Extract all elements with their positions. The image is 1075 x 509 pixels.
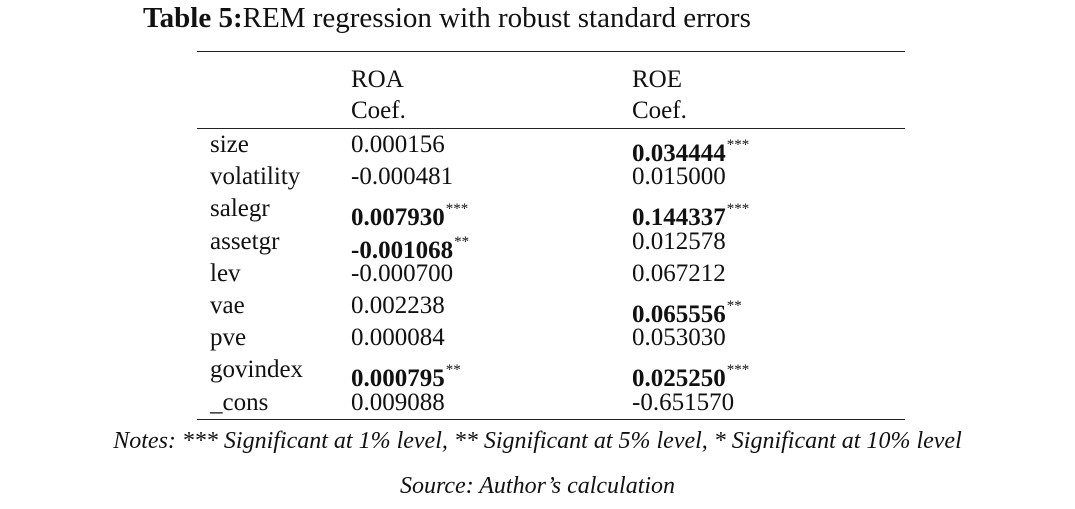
significance-stars: *** <box>445 201 469 218</box>
roa-coef-value: -0.000700 <box>351 259 454 287</box>
table-title: Table 5:REM regression with robust stand… <box>143 2 751 35</box>
roa-coef-cell: 0.002238 <box>351 290 445 322</box>
roa-coef-cell: 0.009088 <box>351 387 445 419</box>
roa-coef-value: -0.001068 <box>351 236 454 264</box>
roe-coef-cell: 0.034444*** <box>632 129 749 170</box>
variable-name: size <box>210 131 249 158</box>
header-roe: ROE <box>632 66 682 93</box>
regression-table: ROA Coef. ROE Coef. size 0.000156 0.034444… <box>197 51 905 420</box>
roe-coef-value: 0.067212 <box>632 259 726 287</box>
roa-coef-value: 0.007930 <box>351 204 445 232</box>
significance-stars: ** <box>445 362 461 379</box>
roe-coef-cell: 0.067212 <box>632 258 726 290</box>
roe-coef-value: 0.034444 <box>632 140 726 167</box>
table-row: pve 0.000084 0.053030 <box>197 322 905 354</box>
table-notes: Notes: *** Significant at 1% level, ** S… <box>113 428 962 454</box>
roe-coef-value: 0.144337 <box>632 204 726 232</box>
table-caption: REM regression with robust standard erro… <box>242 2 751 34</box>
roe-coef-cell: 0.065556** <box>632 290 742 331</box>
variable-name: assetgr <box>210 227 280 255</box>
roa-coef-cell: 0.000084 <box>351 322 445 354</box>
significance-stars: *** <box>726 201 750 218</box>
variable-name: lev <box>210 259 241 287</box>
table-body: size 0.000156 0.034444*** volatility -0.0004… <box>197 129 905 419</box>
variable-name: pve <box>210 324 247 352</box>
roa-coef-value: 0.009088 <box>351 388 445 416</box>
roe-coef-value: 0.053030 <box>632 324 726 352</box>
roa-coef-value: -0.000481 <box>351 163 454 191</box>
significance-stars: *** <box>726 137 750 153</box>
roe-coef-value: -0.651570 <box>632 388 735 416</box>
roa-coef-cell: 0.007930*** <box>351 193 468 234</box>
roa-coef-value: 0.000156 <box>351 131 445 158</box>
roe-coef-value: 0.012578 <box>632 227 726 255</box>
roa-coef-value: 0.002238 <box>351 291 445 319</box>
roe-coef-cell: 0.025250*** <box>632 354 749 395</box>
header-roe-coef: Coef. <box>632 97 687 124</box>
table-row: lev -0.000700 0.067212 <box>197 258 905 290</box>
table-header: ROA Coef. ROE Coef. <box>197 52 905 129</box>
table-row: salegr 0.007930*** 0.144337*** <box>197 193 905 231</box>
variable-name: govindex <box>210 356 304 384</box>
roa-coef-value: 0.000084 <box>351 324 445 352</box>
table-row: assetgr -0.001068** 0.012578 <box>197 226 905 264</box>
table-row: vae 0.002238 0.065556** <box>197 290 905 328</box>
roe-coef-cell: 0.015000 <box>632 161 726 193</box>
table-row: govindex 0.000795** 0.025250*** <box>197 354 905 392</box>
table-label: Table 5: <box>143 2 243 34</box>
header-roa-coef: Coef. <box>351 97 406 124</box>
roa-coef-cell: -0.000481 <box>351 161 453 193</box>
significance-stars: ** <box>726 297 742 314</box>
variable-name: vae <box>210 291 245 319</box>
roe-coef-value: 0.025250 <box>632 365 726 393</box>
roa-coef-cell: -0.000700 <box>351 258 453 290</box>
roa-coef-cell: -0.001068** <box>351 226 469 267</box>
header-roa: ROA <box>351 66 404 93</box>
roa-coef-value: 0.000795 <box>351 365 445 393</box>
roe-coef-cell: 0.144337*** <box>632 193 749 234</box>
table-row: size 0.000156 0.034444*** <box>197 129 905 167</box>
table-row: _cons 0.009088 -0.651570 <box>197 387 905 419</box>
table-row: volatility -0.000481 0.015000 <box>197 161 905 193</box>
variable-name: volatility <box>210 163 301 191</box>
table-source: Source: Author’s calculation <box>399 473 676 499</box>
roe-coef-value: 0.065556 <box>632 300 726 328</box>
roe-coef-value: 0.015000 <box>632 163 726 191</box>
significance-stars: *** <box>726 362 750 379</box>
roe-coef-cell: 0.053030 <box>632 322 726 354</box>
roa-coef-cell: 0.000795** <box>351 354 461 395</box>
roe-coef-cell: -0.651570 <box>632 387 734 419</box>
roe-coef-cell: 0.012578 <box>632 226 726 258</box>
significance-stars: ** <box>454 233 470 250</box>
variable-name: salegr <box>210 195 270 223</box>
roa-coef-cell: 0.000156 <box>351 129 445 161</box>
variable-name: _cons <box>210 388 269 416</box>
